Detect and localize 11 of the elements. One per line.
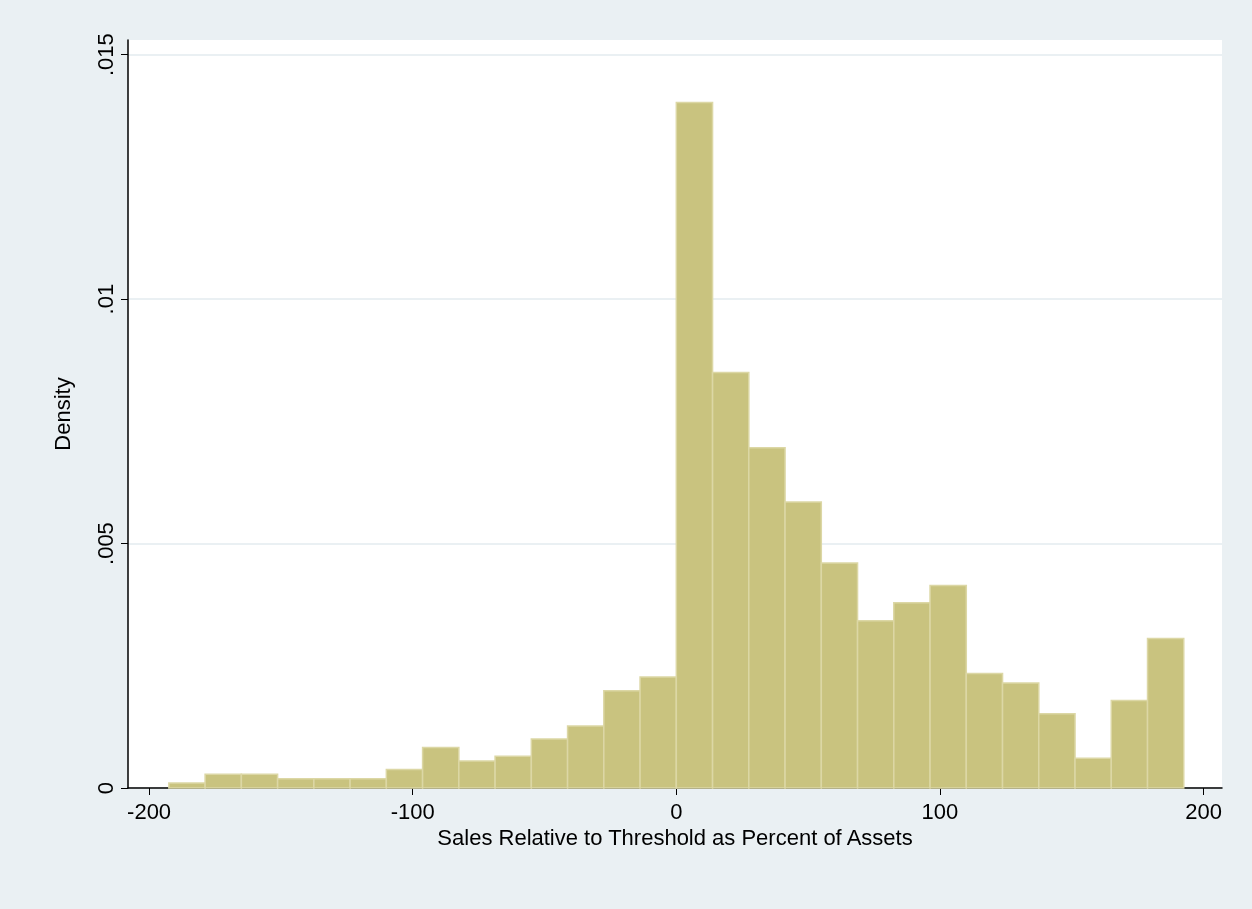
x-axis-title: Sales Relative to Threshold as Percent of Assets bbox=[437, 825, 913, 851]
x-tick-label: 100 bbox=[921, 798, 959, 824]
x-tick-label: 200 bbox=[1185, 798, 1222, 824]
x-tick-label: -200 bbox=[127, 798, 172, 824]
x-tick-label: 0 bbox=[670, 798, 683, 824]
y-tick-label: .01 bbox=[92, 283, 118, 315]
y-axis-title: Density bbox=[49, 377, 75, 451]
y-tick-label: .005 bbox=[92, 522, 118, 565]
y-tick-label: 0 bbox=[92, 781, 118, 795]
x-tick-label: -100 bbox=[390, 798, 435, 824]
y-tick-label: .015 bbox=[92, 33, 118, 77]
